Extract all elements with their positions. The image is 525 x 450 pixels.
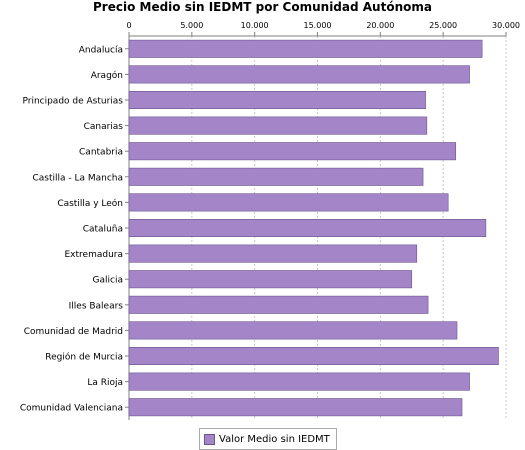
category-label: Comunidad Valenciana [20,404,123,414]
category-label: Andalucía [79,45,123,55]
category-label: Illes Balears [69,301,124,311]
x-tick-label: 15.000 [304,21,332,30]
category-label: Castilla y León [57,198,123,209]
bar [128,295,429,314]
x-tick-label: 20.000 [366,21,394,30]
category-label: Cantabria [79,148,123,158]
bar [128,116,428,135]
bar [128,167,424,186]
legend-swatch [204,433,215,445]
category-label: Cataluña [83,225,123,235]
bar [128,346,499,366]
category-label: Extremadura [65,250,124,260]
bar [128,193,449,212]
x-tick-label: 5.000 [180,21,203,30]
bar [128,270,413,289]
legend-label: Valor Medio sin IEDMT [219,433,330,445]
category-label: Galicia [93,276,123,286]
bar [128,218,487,238]
x-tick-label: 10.000 [241,21,269,30]
x-tick-label: 25.000 [429,21,457,30]
chart-title: Precio Medio sin IEDMT por Comunidad Aut… [93,0,432,14]
x-tick-label: 0 [126,21,131,30]
category-label: Castilla - La Mancha [32,173,123,183]
bar [128,372,470,391]
category-label: Comunidad de Madrid [24,327,123,337]
bar [128,398,463,417]
legend: Valor Medio sin IEDMT [199,428,337,450]
category-label: Canarias [84,122,124,132]
x-tick-label: 30.000 [492,21,520,30]
bar [128,244,418,263]
bar [128,39,483,58]
bar [128,90,426,110]
category-label: Principado de Asturias [22,97,123,107]
bar [128,65,470,84]
category-label: La Rioja [87,378,123,388]
category-label: Aragón [91,70,123,81]
bar [128,142,457,161]
bar [128,321,458,340]
category-label: Región de Murcia [45,352,123,363]
